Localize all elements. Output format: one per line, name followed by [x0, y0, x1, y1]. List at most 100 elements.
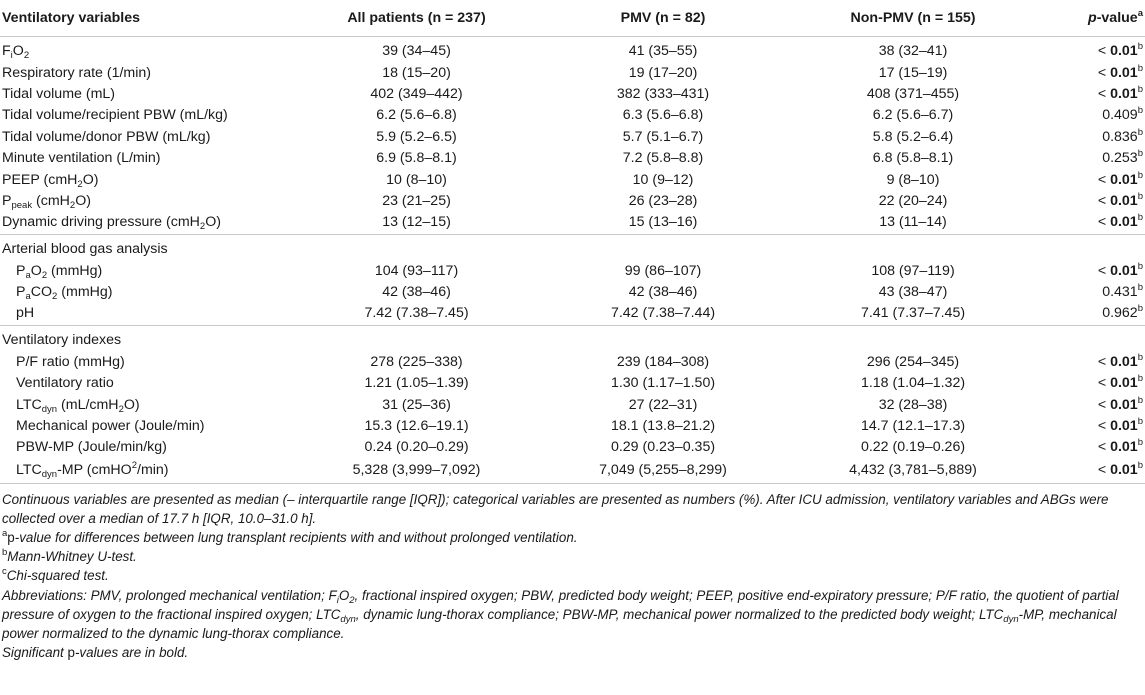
- cell-p-value: < 0.01b: [1038, 394, 1145, 415]
- footnote-marker: b: [1137, 212, 1143, 224]
- label-part: (mmHg): [57, 284, 113, 301]
- label-part: peak: [11, 199, 33, 211]
- header-pmv: PMV (n = 82): [538, 0, 788, 37]
- cell-all: 0.24 (0.20–0.29): [364, 439, 469, 456]
- p-prefix: <: [1097, 171, 1111, 188]
- cell-p-value: < 0.01b: [1038, 37, 1145, 63]
- section-row: Ventilatory indexes: [0, 324, 1145, 352]
- cell-pmv: 382 (333–431): [616, 85, 710, 102]
- label-part: /min): [137, 462, 169, 479]
- label-part: P: [2, 192, 12, 209]
- p-prefix: <: [1097, 85, 1111, 102]
- cell-non: 1.18 (1.04–1.32): [860, 375, 966, 392]
- label-part: dyn: [41, 469, 58, 481]
- footnote-marker: b: [1137, 282, 1143, 294]
- section-ventilatory-indexes: Ventilatory indexes: [0, 324, 1145, 352]
- footnote-marker: b: [1137, 394, 1143, 406]
- cell-pmv: 99 (86–107): [624, 262, 702, 279]
- label-part: Respiratory rate (1/min): [2, 64, 152, 81]
- label-part: 2: [41, 269, 48, 281]
- footnote-text: Abbreviations: PMV, prolonged mechanical…: [2, 587, 337, 603]
- cell-all: 31 (25–36): [382, 396, 451, 413]
- cell-non: 38 (32–41): [878, 43, 948, 60]
- footnote-marker: b: [1137, 41, 1143, 53]
- row-label: Ventilatory ratio: [0, 373, 295, 394]
- cell-non: 9 (8–10): [886, 171, 940, 188]
- cell-p-value: < 0.01b: [1038, 458, 1145, 484]
- cell-all: 402 (349–442): [370, 85, 463, 102]
- cell-all: 278 (225–338): [370, 353, 463, 370]
- footnote-marker: b: [1137, 437, 1143, 449]
- table-row: pH 7.42 (7.38–7.45) 7.42 (7.38–7.44) 7.41 (…: [0, 303, 1145, 325]
- cell-all: 13 (12–15): [382, 214, 451, 231]
- row-label: Ppeak (cmH2O): [0, 191, 295, 212]
- label-part: LTC: [16, 396, 42, 413]
- cell-non: 0.22 (0.19–0.26): [860, 439, 966, 456]
- cell-p-value: < 0.01b: [1038, 84, 1145, 105]
- cell-non: 108 (97–119): [871, 262, 955, 279]
- footnote-marker: b: [1137, 351, 1143, 363]
- label-part: P: [16, 262, 26, 279]
- footnote-sub: 2: [349, 594, 355, 606]
- footnote-marker: a: [1137, 8, 1143, 19]
- row-label: Tidal volume/donor PBW (mL/kg): [0, 127, 295, 148]
- footnote-marker: b: [1137, 148, 1143, 160]
- label-part: i: [10, 50, 13, 62]
- cell-non: 7.41 (7.37–7.45): [860, 305, 966, 322]
- label-part: P: [16, 284, 26, 301]
- footnote-marker: b: [2, 547, 8, 559]
- section-row: Arterial blood gas analysis: [0, 233, 1145, 261]
- footnote-sub: dyn: [1003, 613, 1019, 625]
- label-part: Ventilatory ratio: [16, 375, 114, 392]
- cell-non: 296 (254–345): [866, 353, 960, 370]
- header-ventilatory-variables: Ventilatory variables: [0, 0, 295, 37]
- cell-pmv: 15 (13–16): [628, 214, 698, 231]
- label-part: (mmHg): [47, 262, 103, 279]
- table-row: LTCdyn (mL/cmH2O) 31 (25–36) 27 (22–31) 32 …: [0, 394, 1145, 415]
- label-part: (cmH: [32, 192, 70, 209]
- footnote-marker: b: [1137, 105, 1143, 117]
- footnote-text: , dynamic lung-thorax compliance; PBW-MP…: [355, 606, 1004, 622]
- footnote-text: p: [7, 530, 15, 546]
- label-part: Tidal volume/recipient PBW (mL/kg): [2, 107, 228, 124]
- cell-all: 7.42 (7.38–7.45): [364, 305, 469, 322]
- cell-p-value: < 0.01b: [1038, 416, 1145, 437]
- cell-non: 22 (20–24): [878, 192, 948, 209]
- row-label: LTCdyn (mL/cmH2O): [0, 394, 295, 415]
- cell-all: 104 (93–117): [374, 262, 459, 279]
- footnote-text: p: [67, 645, 75, 661]
- cell-all: 5.9 (5.2–6.5): [376, 128, 457, 145]
- table-row: Mechanical power (Joule/min) 15.3 (12.6–1…: [0, 416, 1145, 437]
- table-row: Tidal volume/recipient PBW (mL/kg) 6.2 (5…: [0, 105, 1145, 126]
- label-part: O: [30, 262, 42, 279]
- label-part: Tidal volume/donor PBW (mL/kg): [2, 128, 211, 145]
- row-label: Tidal volume (mL): [0, 84, 295, 105]
- p-significant: 0.01: [1110, 439, 1138, 456]
- p-prefix: <: [1097, 64, 1111, 81]
- p-prefix: <: [1097, 396, 1111, 413]
- footnote-text: , fractional inspired oxygen; PBW, predi…: [2, 587, 1119, 622]
- cell-all: 1.21 (1.05–1.39): [364, 375, 469, 392]
- p-significant: 0.01: [1110, 418, 1138, 435]
- results-table-page: Ventilatory variables All patients (n = …: [0, 0, 1145, 661]
- footnote-text: -MP, mechanical power normalized to the …: [2, 606, 1117, 642]
- cell-pmv: 10 (9–12): [632, 171, 694, 188]
- p-significant: 0.01: [1110, 375, 1138, 392]
- label-part: 2: [52, 291, 58, 303]
- label-part: pH: [16, 305, 35, 322]
- label-part: P/F ratio (mmHg): [16, 353, 125, 370]
- label-part: 2: [77, 178, 83, 190]
- footnote-marker: b: [1137, 62, 1143, 74]
- p-prefix: <: [1097, 214, 1111, 231]
- footnote-text: Mann-Whitney U-test.: [7, 549, 137, 565]
- label-part: 2: [23, 50, 30, 62]
- cell-p-value: < 0.01b: [1038, 62, 1145, 83]
- section-arterial-blood-gas: Arterial blood gas analysis: [0, 233, 1145, 261]
- p-significant: 0.01: [1110, 462, 1138, 479]
- p-prefix: <: [1097, 418, 1111, 435]
- cell-non: 5.8 (5.2–6.4): [872, 128, 954, 145]
- table-row: Respiratory rate (1/min) 18 (15–20) 19 (17…: [0, 62, 1145, 83]
- label-part: O): [205, 214, 221, 231]
- table-row: PBW-MP (Joule/min/kg) 0.24 (0.20–0.29) 0.2…: [0, 437, 1145, 458]
- footnote-text: -value for differences between lung tran…: [14, 530, 578, 546]
